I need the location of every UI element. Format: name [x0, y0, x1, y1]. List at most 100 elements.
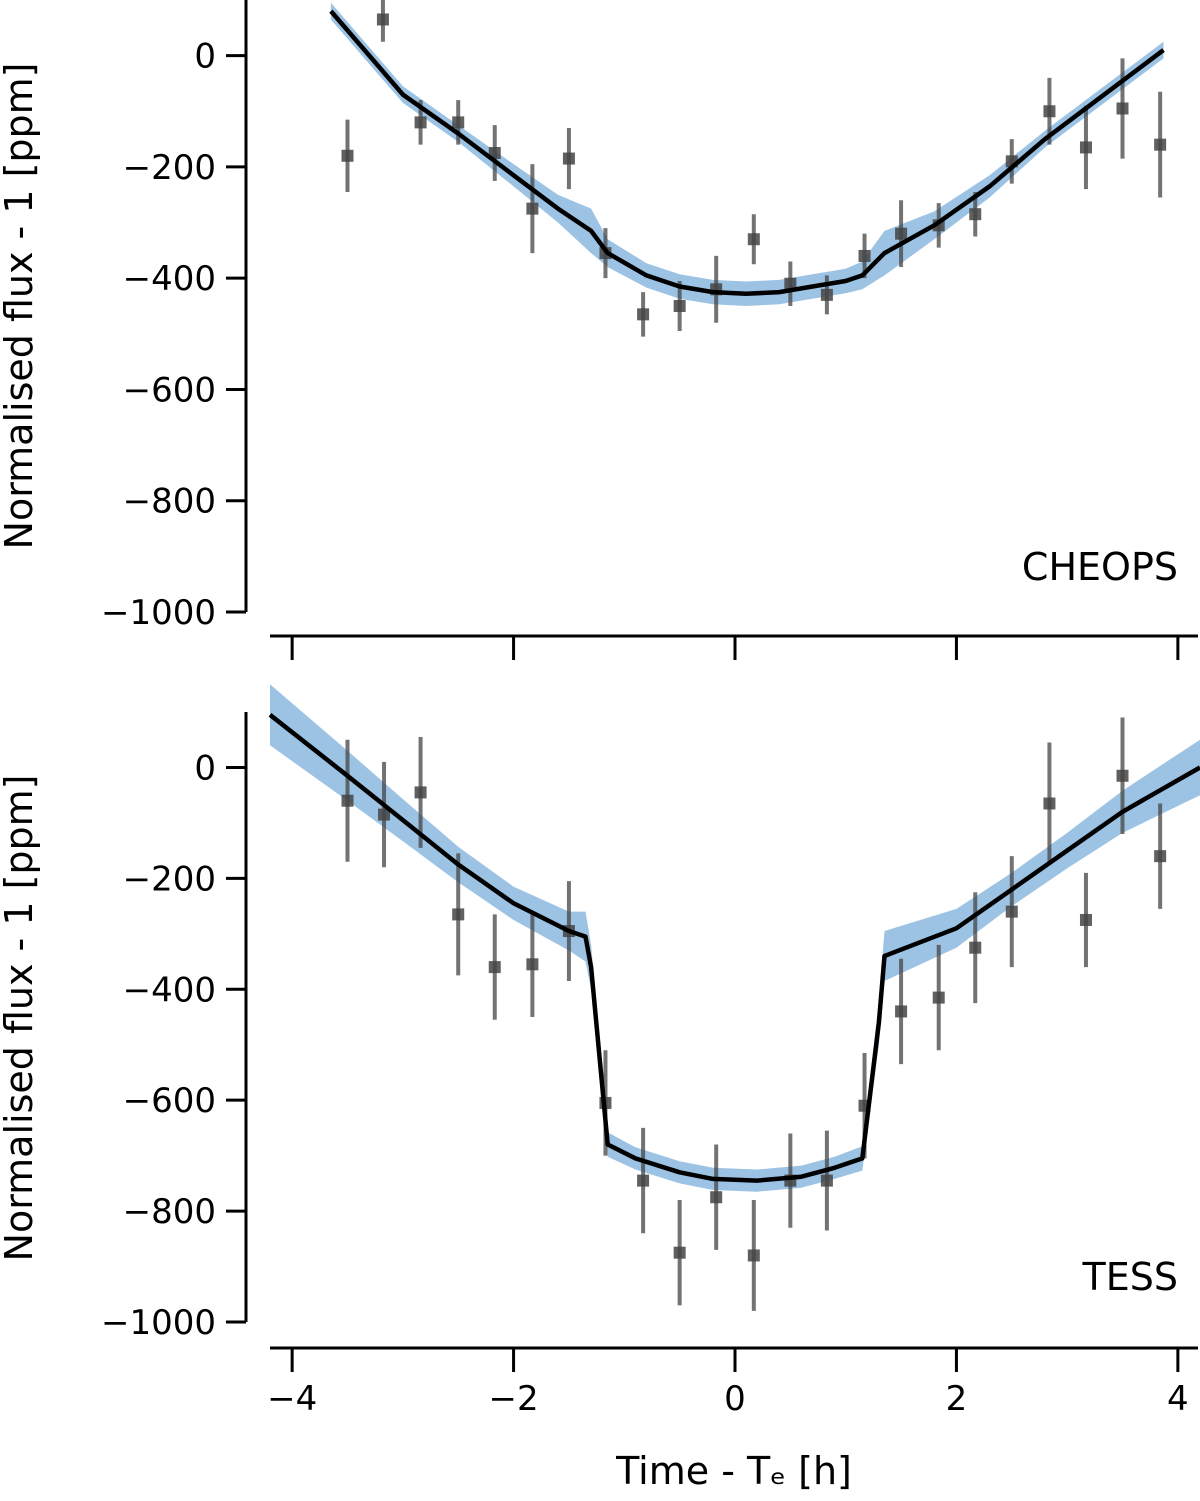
x-tick-label: 2 — [946, 1379, 968, 1419]
data-point — [414, 736, 427, 848]
panel-label: CHEOPS — [1022, 545, 1178, 589]
data-point — [784, 261, 797, 306]
data-point — [969, 191, 982, 237]
data-marker — [637, 308, 650, 321]
data-marker — [1043, 797, 1056, 810]
y-tick-label: −600 — [123, 1081, 216, 1121]
data-point — [488, 914, 501, 1020]
data-point — [562, 127, 575, 190]
data-marker — [1116, 769, 1129, 782]
data-marker — [452, 908, 465, 921]
model-uncertainty-band — [270, 684, 1200, 1192]
y-tick-label: 0 — [194, 37, 216, 77]
data-marker — [1154, 850, 1167, 863]
data-marker — [673, 300, 686, 312]
data-marker — [526, 958, 539, 971]
data-marker — [858, 249, 871, 262]
data-point — [673, 280, 686, 332]
y-tick-label: −200 — [123, 859, 216, 899]
data-marker — [820, 288, 833, 301]
y-axis-label: Normalised flux - 1 [ppm] — [0, 775, 41, 1262]
data-point — [747, 214, 760, 265]
data-point — [710, 255, 723, 323]
y-tick-label: −600 — [123, 370, 216, 410]
data-marker — [1154, 138, 1167, 151]
data-point — [637, 292, 650, 337]
data-marker — [895, 227, 908, 240]
data-marker — [747, 233, 760, 246]
data-point — [1043, 742, 1056, 865]
data-point — [1079, 872, 1092, 968]
data-point — [1154, 803, 1167, 909]
data-marker — [673, 1246, 686, 1259]
data-marker — [1005, 905, 1018, 918]
x-tick-label: 0 — [724, 1379, 746, 1419]
y-tick-label: −800 — [123, 482, 216, 522]
y-tick-label: −1000 — [101, 593, 216, 633]
data-point — [1154, 91, 1167, 198]
data-marker — [747, 1249, 760, 1262]
data-marker — [932, 991, 945, 1004]
data-marker — [820, 1174, 833, 1187]
data-point — [932, 944, 945, 1051]
data-marker — [1079, 913, 1092, 926]
data-point — [376, 0, 389, 42]
data-point — [784, 1133, 797, 1228]
data-point — [969, 892, 982, 1004]
data-point — [747, 1200, 760, 1311]
panel-cheops: 0 −200 −400 −600 −800 −1000 Normalised flux - … — [0, 0, 1198, 660]
y-tick-label: −1000 — [101, 1303, 216, 1343]
data-marker — [341, 794, 354, 807]
y-tick-label: −200 — [123, 148, 216, 188]
x-tick-label: −4 — [267, 1379, 317, 1419]
data-point — [1116, 717, 1129, 834]
data-marker — [414, 116, 427, 129]
data-point — [378, 761, 391, 868]
data-marker — [526, 202, 539, 215]
data-marker — [710, 1191, 723, 1204]
panel-label: TESS — [1082, 1255, 1178, 1299]
model-line — [268, 713, 1200, 1183]
x-tick-label: −2 — [489, 1379, 539, 1419]
y-tick-label: −400 — [123, 259, 216, 299]
data-point — [710, 1144, 723, 1250]
data-point — [1079, 105, 1092, 190]
y-tick-label: −400 — [123, 970, 216, 1010]
data-point — [526, 164, 539, 254]
data-marker — [452, 116, 465, 129]
data-marker — [341, 149, 354, 162]
data-point — [637, 1127, 650, 1234]
y-tick-label: −800 — [123, 1192, 216, 1232]
data-marker — [378, 808, 391, 821]
model-uncertainty-band — [330, 2, 1164, 307]
y-tick-label: 0 — [194, 748, 216, 788]
data-marker — [414, 786, 427, 799]
data-point — [895, 958, 908, 1065]
data-point — [673, 1200, 686, 1306]
data-marker — [562, 152, 575, 165]
data-point — [452, 100, 465, 145]
data-marker — [1079, 141, 1092, 154]
data-point — [1005, 856, 1018, 968]
data-marker — [1043, 105, 1056, 118]
data-point — [895, 200, 908, 268]
y-axis-label: Normalised flux - 1 [ppm] — [0, 63, 41, 550]
data-point — [341, 739, 354, 862]
data-point — [820, 1130, 833, 1231]
data-marker — [376, 13, 389, 26]
model-line — [329, 9, 1165, 297]
data-marker — [488, 961, 501, 974]
panel-tess: 0 −200 −400 −600 −800 −1000 −4 −2 0 2 4 Normalised … — [0, 684, 1200, 1493]
data-marker — [895, 1005, 908, 1018]
data-marker — [969, 941, 982, 954]
data-point — [452, 853, 465, 976]
x-tick-label: 4 — [1167, 1379, 1189, 1419]
data-point — [341, 119, 354, 192]
data-point — [526, 911, 539, 1017]
data-marker — [784, 277, 797, 290]
data-point — [1116, 58, 1129, 159]
x-axis-label: Time - Tₑ [h] — [615, 1449, 852, 1493]
data-marker — [1116, 102, 1129, 115]
